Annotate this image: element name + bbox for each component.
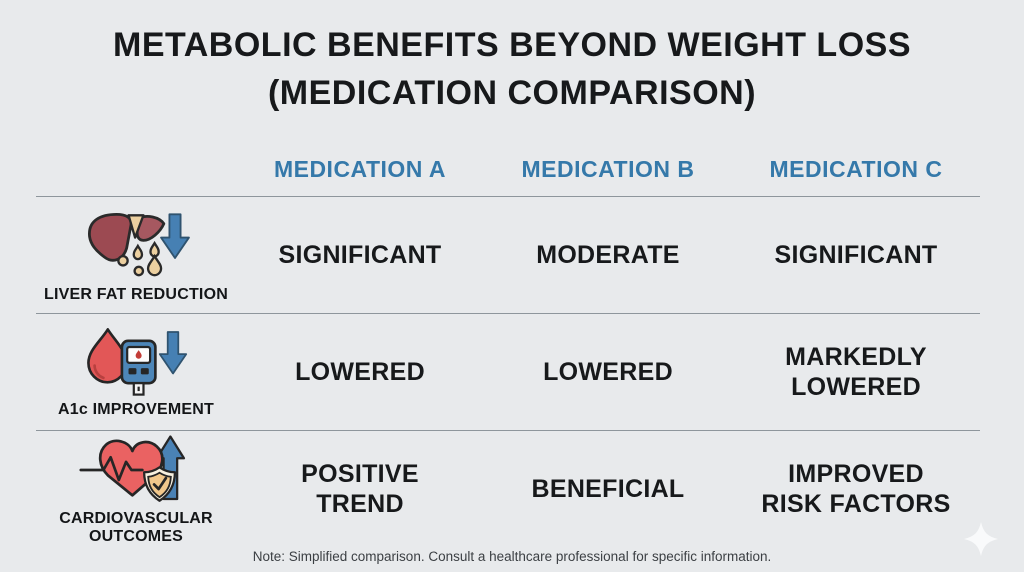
- column-header-medication-b: MEDICATION B: [521, 155, 695, 182]
- column-header-medication-a: MEDICATION A: [273, 155, 447, 182]
- row-label: A1c IMPROVEMENT: [58, 400, 214, 418]
- cell-cardio-medication-a: POSITIVE TREND: [301, 460, 419, 518]
- table-row-a1c-improvement: A1c IMPROVEMENT LOWERED LOWERED MARKEDLY…: [36, 313, 980, 430]
- checkmark-icon: [152, 476, 168, 490]
- comparison-table: MEDICATION A MEDICATION B MEDICATION C L…: [36, 142, 980, 547]
- row-header-a1c-improvement: A1c IMPROVEMENT: [36, 325, 236, 419]
- footnote: Note: Simplified comparison. Consult a h…: [252, 549, 772, 564]
- cell-cardio-medication-b: BENEFICIAL: [531, 475, 685, 503]
- cell-a1c-medication-a: LOWERED: [295, 358, 425, 386]
- column-header-medication-c: MEDICATION C: [769, 155, 943, 182]
- table-header-row: MEDICATION A MEDICATION B MEDICATION C: [36, 142, 980, 196]
- cardiovascular-outcomes-icon: [79, 435, 186, 502]
- cell-a1c-medication-c: MARKEDLY LOWERED: [785, 343, 927, 401]
- row-header-cardiovascular-outcomes: CARDIOVASCULAR OUTCOMES: [36, 432, 236, 547]
- down-arrow-icon: [160, 213, 190, 259]
- row-label: CARDIOVASCULAR OUTCOMES: [59, 509, 213, 545]
- cell-liver-medication-b: MODERATE: [536, 241, 680, 269]
- cell-cardio-medication-c: IMPROVED RISK FACTORS: [761, 460, 951, 518]
- down-arrow-icon: [158, 330, 188, 375]
- table-row-cardiovascular-outcomes: CARDIOVASCULAR OUTCOMES POSITIVE TREND B…: [36, 430, 980, 547]
- cell-liver-medication-a: SIGNIFICANT: [278, 241, 442, 269]
- page-title: METABOLIC BENEFITS BEYOND WEIGHT LOSS (M…: [113, 26, 911, 112]
- table-row-liver-fat-reduction: LIVER FAT REDUCTION SIGNIFICANT MODERATE…: [36, 196, 980, 313]
- row-label: LIVER FAT REDUCTION: [44, 285, 228, 303]
- cell-a1c-medication-b: LOWERED: [543, 358, 673, 386]
- a1c-improvement-icon: [87, 327, 188, 396]
- ecg-line: [79, 455, 144, 481]
- row-header-liver-fat-reduction: LIVER FAT REDUCTION: [36, 206, 236, 304]
- sparkle-icon: [963, 521, 999, 557]
- cell-liver-medication-c: SIGNIFICANT: [774, 241, 938, 269]
- liver-fat-reduction-icon: [88, 212, 190, 277]
